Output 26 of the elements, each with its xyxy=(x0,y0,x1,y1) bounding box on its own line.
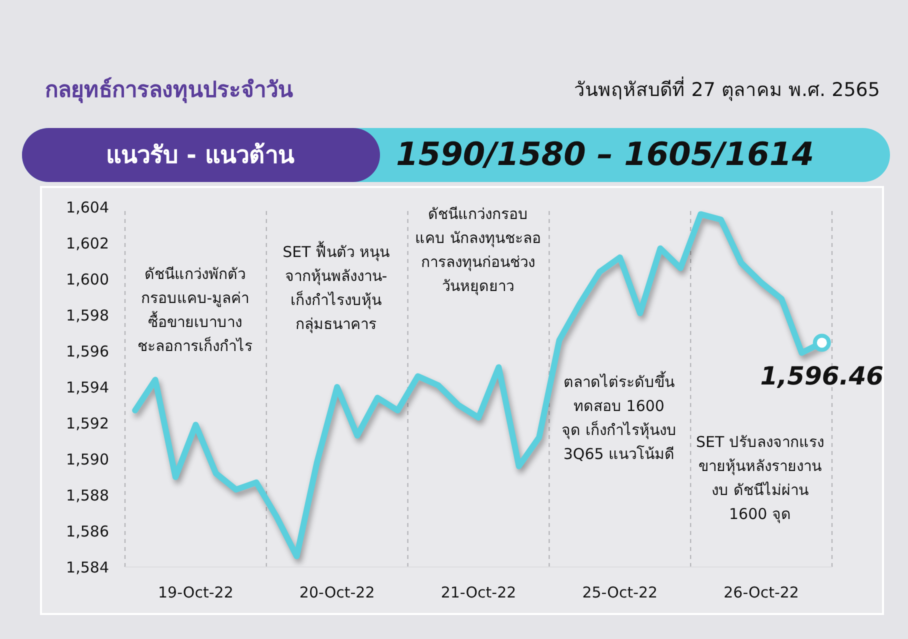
x-tick-label: 21-Oct-22 xyxy=(440,584,516,602)
y-tick-label: 1,602 xyxy=(66,234,109,252)
y-tick-label: 1,596 xyxy=(66,342,109,360)
x-tick-label: 25-Oct-22 xyxy=(582,584,658,602)
x-tick-label: 19-Oct-22 xyxy=(158,584,234,602)
y-tick-label: 1,586 xyxy=(66,522,109,540)
y-tick-label: 1,594 xyxy=(66,378,109,396)
annotation: ตลาดไต่ระดับขึ้น ทดสอบ 1600 จุด เก็งกำไรหุ้นงบ 3Q65 แนวโน้มดี xyxy=(562,373,676,463)
data-label: 1,596.46 xyxy=(760,362,884,391)
x-tick-label: 20-Oct-22 xyxy=(299,584,375,602)
y-tick-label: 1,598 xyxy=(66,306,109,324)
y-tick-label: 1,592 xyxy=(66,414,109,432)
text: แนวรับ - แนวต้าน xyxy=(105,141,296,170)
y-tick-label: 1,604 xyxy=(66,198,109,216)
y-tick-label: 1,588 xyxy=(66,486,109,504)
chart-title: กลยุทธ์การลงทุนประจำวัน xyxy=(45,76,293,106)
text: 1590/1580 – 1605/1614 xyxy=(395,135,815,174)
x-tick-label: 26-Oct-22 xyxy=(724,584,799,602)
annotation: ดัชนีแกว่งพักตัว กรอบแคบ-มูลค่า ซื้อขายเบาบาง ชะลอการเก็งกำไร xyxy=(138,265,252,355)
y-tick-label: 1,600 xyxy=(66,270,109,288)
annotation: SET ฟื้นตัว หนุน จากหุ้นพลังงาน- เก็งกำไรงบหุ้น กลุ่มธนาคาร xyxy=(282,243,390,333)
chart-subtitle: วันพฤหัสบดีที่ 27 ตุลาคม พ.ศ. 2565 xyxy=(574,76,880,103)
y-tick-label: 1,590 xyxy=(66,450,109,468)
y-tick-label: 1,584 xyxy=(66,558,109,576)
annotation: SET ปรับลงจากแรง ขายหุ้นหลังรายงาน งบ ดัชนีไม่ผ่าน 1600 จุด xyxy=(696,433,824,523)
annotation: ดัชนีแกว่งกรอบ แคบ นักลงทุนชะลอ การลงทุนก่อนช่วง วันหยุดยาว xyxy=(415,205,541,295)
